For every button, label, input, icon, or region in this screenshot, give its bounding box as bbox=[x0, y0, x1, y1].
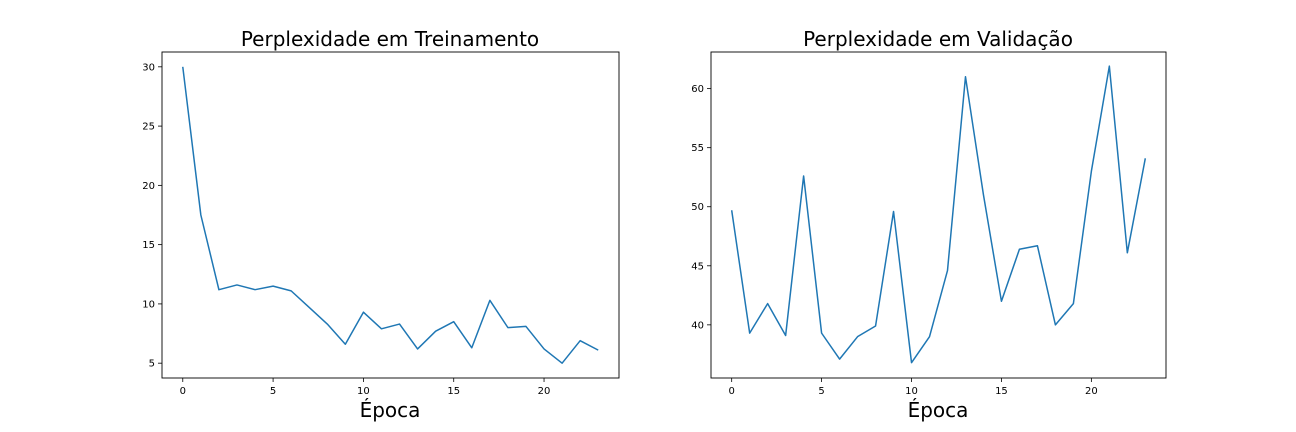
y-tick-label: 60 bbox=[691, 84, 704, 95]
x-tick-label: 0 bbox=[728, 386, 734, 397]
y-tick-label: 5 bbox=[149, 359, 155, 370]
y-tick-label: 55 bbox=[691, 143, 704, 154]
series-line bbox=[182, 66, 599, 364]
y-tick-label: 15 bbox=[142, 240, 155, 251]
x-tick-label: 10 bbox=[357, 386, 370, 397]
y-tick-label: 10 bbox=[142, 299, 155, 310]
y-tick-label: 45 bbox=[691, 261, 704, 272]
x-axis-label: Época bbox=[908, 398, 969, 422]
plot-frame bbox=[710, 51, 1167, 379]
chart-title: Perplexidade em Validação bbox=[803, 27, 1073, 51]
y-tick-label: 30 bbox=[142, 62, 155, 73]
plot-frame bbox=[161, 51, 620, 379]
y-tick-label: 25 bbox=[142, 122, 155, 133]
x-tick-label: 5 bbox=[270, 386, 276, 397]
series-line bbox=[730, 65, 1147, 364]
training-perplexity-chart: Perplexidade em Treinamento Época 0 5 10 15… bbox=[142, 27, 620, 422]
x-tick-label: 10 bbox=[905, 386, 918, 397]
x-tick-label: 0 bbox=[180, 386, 186, 397]
chart-title: Perplexidade em Treinamento bbox=[241, 27, 539, 51]
x-tick-label: 20 bbox=[1085, 386, 1098, 397]
x-axis-label: Época bbox=[360, 398, 421, 422]
x-tick-label: 20 bbox=[538, 386, 551, 397]
x-tick-label: 5 bbox=[818, 386, 824, 397]
y-tick-label: 20 bbox=[142, 181, 155, 192]
x-tick-label: 15 bbox=[995, 386, 1008, 397]
validation-perplexity-chart: Perplexidade em Validação Época 0 5 10 15 20… bbox=[691, 27, 1167, 422]
y-tick-label: 40 bbox=[691, 320, 704, 331]
x-tick-label: 15 bbox=[447, 386, 460, 397]
y-tick-label: 50 bbox=[691, 202, 704, 213]
